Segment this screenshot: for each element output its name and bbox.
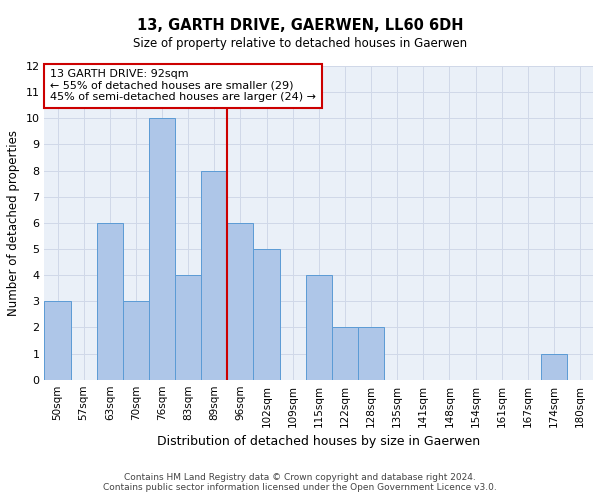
Y-axis label: Number of detached properties: Number of detached properties (7, 130, 20, 316)
Bar (253, 249, 280, 380)
X-axis label: Distribution of detached houses by size in Gaerwen: Distribution of detached houses by size … (157, 435, 481, 448)
Bar (541, 354, 567, 380)
Text: 13 GARTH DRIVE: 92sqm
← 55% of detached houses are smaller (29)
45% of semi-deta: 13 GARTH DRIVE: 92sqm ← 55% of detached … (50, 69, 316, 102)
Text: Contains public sector information licensed under the Open Government Licence v3: Contains public sector information licen… (103, 482, 497, 492)
Text: 13, GARTH DRIVE, GAERWEN, LL60 6DH: 13, GARTH DRIVE, GAERWEN, LL60 6DH (137, 18, 463, 32)
Bar (97, 223, 123, 380)
Bar (227, 223, 253, 380)
Bar (332, 328, 358, 380)
Text: Contains HM Land Registry data © Crown copyright and database right 2024.: Contains HM Land Registry data © Crown c… (124, 472, 476, 482)
Bar (149, 118, 175, 380)
Bar (358, 328, 384, 380)
Bar (175, 275, 201, 380)
Text: Size of property relative to detached houses in Gaerwen: Size of property relative to detached ho… (133, 38, 467, 51)
Bar (44, 302, 71, 380)
Bar (306, 275, 332, 380)
Bar (123, 302, 149, 380)
Bar (201, 170, 227, 380)
